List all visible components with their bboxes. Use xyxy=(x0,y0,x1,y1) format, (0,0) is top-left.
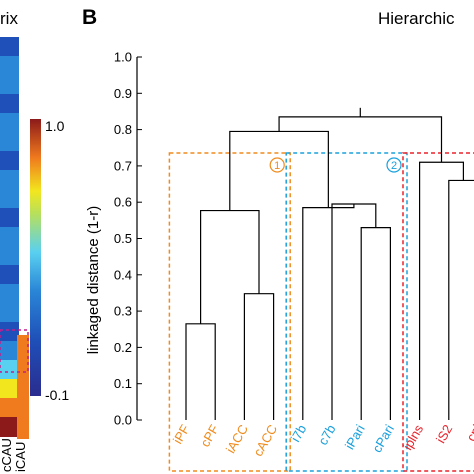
y-tick-label: 0.1 xyxy=(114,376,132,391)
left-panel-title-fragment: rix xyxy=(0,9,18,28)
correlation-matrix xyxy=(0,37,29,439)
y-tick-label: 0.4 xyxy=(114,267,132,282)
colorbar xyxy=(30,119,41,396)
leaf-label: cpl xyxy=(463,422,474,444)
matrix-cell xyxy=(0,37,19,57)
leaf-labels: iPF cPF iACC cACC i7b c7b iPari cPari iplns iS2 cp… xyxy=(170,422,474,459)
dendrogram-panel: B Hierarchic linkaged distance (1-r) 0.0… xyxy=(82,6,474,472)
y-tick-label: 0.8 xyxy=(114,122,132,137)
y-tick-label: 0.6 xyxy=(114,195,132,210)
y-axis: 0.0 0.1 0.2 0.3 0.4 0.5 0.6 0.7 0.8 0.9 1.0 xyxy=(114,50,142,428)
leaf-label: cACC xyxy=(250,422,280,459)
cluster-number-label: 1 xyxy=(274,160,280,172)
matrix-cell xyxy=(0,75,19,95)
leaf-label: iplns xyxy=(400,422,427,453)
dendrogram-link xyxy=(448,179,474,420)
matrix-cell xyxy=(0,417,19,437)
matrix-cell xyxy=(0,132,19,152)
cluster-box xyxy=(285,152,408,472)
y-tick-label: 0.7 xyxy=(114,158,132,173)
dendrogram-link xyxy=(278,116,443,163)
y-tick-label: 0.2 xyxy=(114,340,132,355)
cluster-number-circle xyxy=(269,157,285,173)
correlation-matrix-panel: rix 1.0 -0.1 cCAU iCAU xyxy=(0,9,69,472)
y-tick-label: 0.3 xyxy=(114,304,132,319)
dendrogram-link xyxy=(302,204,355,420)
dendrogram-link xyxy=(185,323,216,420)
leaf-label: iPF xyxy=(170,422,193,446)
matrix-cell xyxy=(17,335,29,439)
dendrogram-link xyxy=(200,209,260,324)
cluster-box xyxy=(168,152,291,472)
y-tick-label: 0.9 xyxy=(114,86,132,101)
cluster-number-circle xyxy=(386,157,402,173)
matrix-highlight-box xyxy=(0,329,29,373)
dendrogram-link xyxy=(419,161,464,420)
y-axis-title: linkaged distance (1-r) xyxy=(85,206,102,354)
leaf-label: cPF xyxy=(197,422,222,450)
leaf-label: iS2 xyxy=(433,422,455,446)
matrix-row-label-icau: iCAU xyxy=(13,442,28,472)
matrix-cell xyxy=(0,189,19,209)
dendrogram-link xyxy=(360,227,391,420)
matrix-cell xyxy=(0,56,19,76)
dendrogram-link xyxy=(243,293,275,420)
matrix-cell xyxy=(0,398,19,418)
leaf-label: iACC xyxy=(223,422,251,456)
matrix-cell xyxy=(0,284,19,304)
matrix-cell xyxy=(0,113,19,133)
matrix-cell xyxy=(0,208,19,228)
y-tick-label: 0.0 xyxy=(114,413,132,428)
matrix-cell xyxy=(0,170,19,190)
matrix-cell xyxy=(0,227,19,247)
cluster-box xyxy=(402,152,474,472)
matrix-cell xyxy=(0,303,19,323)
matrix-cell xyxy=(0,246,19,266)
y-tick-label: 0.5 xyxy=(114,231,132,246)
matrix-cell xyxy=(0,151,19,171)
matrix-cell xyxy=(0,360,19,380)
dendrogram-links xyxy=(185,107,474,420)
leaf-label: cPari xyxy=(369,422,397,455)
matrix-cell xyxy=(0,94,19,114)
matrix-cell xyxy=(0,341,19,361)
leaf-label: c7b xyxy=(315,422,338,448)
colorbar-min-label: -0.1 xyxy=(45,387,69,403)
colorbar-gradient xyxy=(30,119,41,396)
panel-letter-b: B xyxy=(82,6,97,29)
dendrogram-title-fragment: Hierarchic xyxy=(378,9,455,28)
matrix-cell xyxy=(0,379,19,399)
matrix-cell xyxy=(0,322,19,342)
matrix-row-label-ccau: cCAU xyxy=(0,438,14,472)
matrix-cell xyxy=(0,265,19,285)
colorbar-max-label: 1.0 xyxy=(45,118,65,134)
cluster-number-label: 2 xyxy=(391,160,397,172)
y-tick-label: 1.0 xyxy=(114,50,132,65)
leaf-label: i7b xyxy=(288,422,310,445)
dendrogram-link xyxy=(331,203,377,420)
leaf-label: iPari xyxy=(342,422,368,452)
